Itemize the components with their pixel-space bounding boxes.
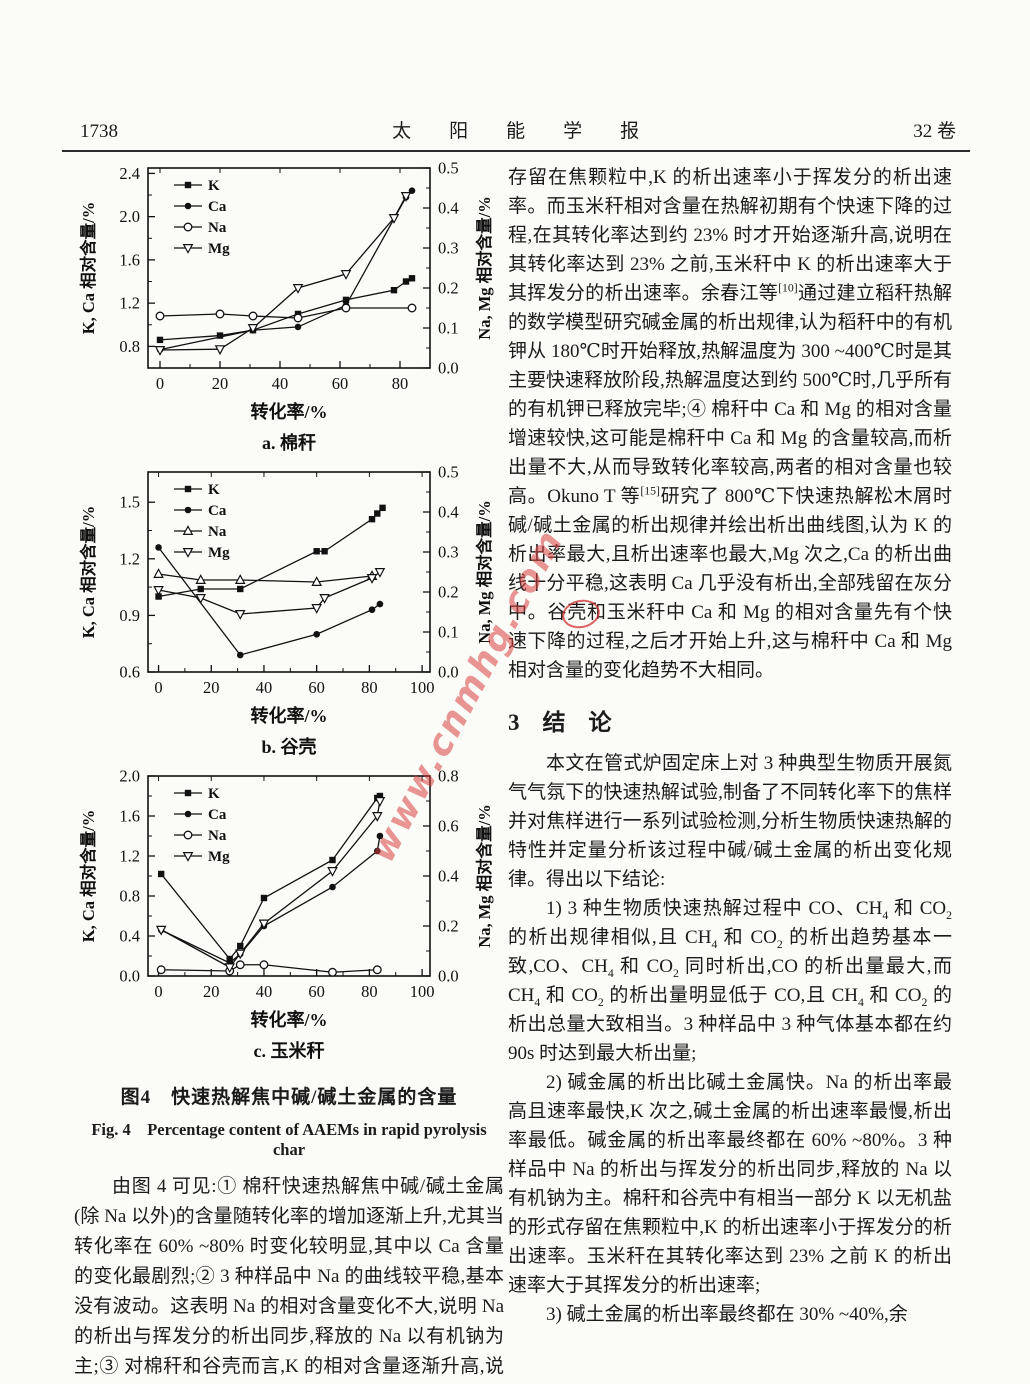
svg-text:Na, Mg 相对含量/%: Na, Mg 相对含量/% (474, 804, 494, 947)
svg-text:0.9: 0.9 (119, 606, 140, 625)
svg-text:K: K (208, 786, 220, 802)
figure-caption-en: Fig. 4 Percentage content of AAEMs in ra… (91, 1120, 487, 1159)
svg-text:Mg: Mg (208, 545, 230, 561)
volume-label: 32 卷 (913, 121, 956, 142)
right-column: 存留在焦颗粒中,K 的析出速率小于挥发分的析出速率。而玉米秆相对含量在热解初期有… (508, 163, 952, 1329)
svg-text:Ca: Ca (208, 807, 227, 823)
journal-title: 太 阳 能 学 报 (392, 121, 640, 142)
conclusion-item-1: 1) 3 种生物质快速热解过程中 CO、CH4 和 CO2 的析出规律相似,且 … (508, 898, 952, 1064)
svg-text:60: 60 (332, 374, 349, 393)
svg-text:0: 0 (154, 678, 162, 697)
svg-text:转化率/%: 转化率/% (250, 401, 327, 422)
svg-text:0.6: 0.6 (119, 663, 140, 682)
svg-text:Ca: Ca (208, 503, 227, 519)
svg-text:80: 80 (361, 982, 378, 1001)
svg-text:1.2: 1.2 (119, 549, 140, 568)
header-rule (62, 150, 970, 152)
svg-text:K: K (208, 482, 220, 498)
body-paragraph-left: 由图 4 可见:① 棉秆快速热解焦中碱/碱土金属(除 Na 以外)的含量随转化率… (74, 1176, 504, 1377)
svg-text:Na: Na (208, 828, 227, 844)
svg-text:Mg: Mg (208, 849, 230, 865)
svg-text:0.4: 0.4 (438, 867, 459, 886)
svg-text:a. 棉秆: a. 棉秆 (262, 432, 316, 453)
svg-text:0: 0 (154, 982, 162, 1001)
conclusion-item-3: 3) 碱土金属的析出率最终都在 30% ~40%,余 (546, 1304, 908, 1325)
svg-text:0.1: 0.1 (438, 623, 459, 642)
svg-text:60: 60 (308, 678, 325, 697)
svg-text:2.4: 2.4 (119, 164, 140, 183)
svg-text:0.6: 0.6 (438, 817, 459, 836)
svg-text:1.6: 1.6 (119, 250, 140, 269)
page-header: 1738 太 阳 能 学 报 32 卷 (80, 116, 956, 143)
svg-text:20: 20 (203, 678, 220, 697)
svg-text:0.2: 0.2 (438, 917, 459, 936)
svg-text:40: 40 (256, 678, 273, 697)
svg-text:0.0: 0.0 (438, 967, 459, 986)
body-paragraph-continuation: 存留在焦颗粒中,K 的析出速率小于挥发分的析出速率。而玉米秆相对含量在热解初期有… (508, 167, 953, 681)
figure-caption-zh: 图4 快速热解焦中碱/碱土金属的含量 (120, 1087, 458, 1108)
svg-text:2.0: 2.0 (119, 207, 140, 226)
svg-text:0.4: 0.4 (438, 503, 459, 522)
svg-text:2.0: 2.0 (119, 767, 140, 786)
svg-text:1.2: 1.2 (119, 847, 140, 866)
svg-text:Na, Mg 相对含量/%: Na, Mg 相对含量/% (474, 500, 494, 643)
svg-text:1.5: 1.5 (119, 493, 140, 512)
chart-cotton-stalk: 0 20 40 60 80 0.8 1.2 1.6 2.0 2.4 0.0 0.1 0.2 0.3 0.4 0… (74, 158, 498, 462)
svg-text:0.3: 0.3 (438, 543, 459, 562)
svg-text:K, Ca 相对含量/%: K, Ca 相对含量/% (78, 202, 98, 334)
svg-text:c. 玉米秆: c. 玉米秆 (254, 1040, 325, 1061)
conclusion-intro: 本文在管式炉固定床上对 3 种典型生物质开展氮气气氛下的快速热解试验,制备了不同… (508, 753, 952, 890)
svg-text:K, Ca 相对含量/%: K, Ca 相对含量/% (78, 506, 98, 638)
svg-text:K, Ca 相对含量/%: K, Ca 相对含量/% (78, 810, 98, 942)
svg-text:0: 0 (156, 374, 164, 393)
svg-text:20: 20 (203, 982, 220, 1001)
svg-text:0.8: 0.8 (119, 337, 140, 356)
page-number: 1738 (80, 121, 118, 142)
svg-text:转化率/%: 转化率/% (250, 705, 327, 726)
svg-text:0.5: 0.5 (438, 159, 459, 178)
svg-text:1.6: 1.6 (119, 807, 140, 826)
svg-text:0.8: 0.8 (438, 767, 459, 786)
svg-text:1.2: 1.2 (119, 294, 140, 313)
conclusion-item-2: 2) 碱金属的析出比碱土金属快。Na 的析出率最高且速率最快,K 次之,碱土金属… (508, 1072, 952, 1296)
svg-text:Ca: Ca (208, 199, 227, 215)
svg-text:转化率/%: 转化率/% (250, 1009, 327, 1030)
svg-text:0.0: 0.0 (119, 967, 140, 986)
svg-text:b. 谷壳: b. 谷壳 (261, 736, 316, 757)
svg-text:40: 40 (256, 982, 273, 1001)
svg-text:60: 60 (308, 982, 325, 1001)
svg-text:0.3: 0.3 (438, 239, 459, 258)
svg-text:0.0: 0.0 (438, 359, 459, 378)
svg-text:Na: Na (208, 220, 227, 236)
svg-text:0.2: 0.2 (438, 279, 459, 298)
svg-text:Na: Na (208, 524, 227, 540)
svg-text:40: 40 (272, 374, 289, 393)
svg-text:0.0: 0.0 (438, 663, 459, 682)
chart-corn-stalk: 0 20 40 60 80 100 0.0 0.4 0.8 1.2 1.6 2.0 0.0 0.2 0.4 0… (74, 766, 498, 1070)
left-column: 0 20 40 60 80 0.8 1.2 1.6 2.0 2.4 0.0 0.1 0.2 0.3 0.4 0… (74, 158, 504, 1384)
svg-text:0.4: 0.4 (438, 199, 459, 218)
svg-text:0.8: 0.8 (119, 887, 140, 906)
svg-text:0.1: 0.1 (438, 319, 459, 338)
svg-text:K: K (208, 178, 220, 194)
svg-text:100: 100 (410, 678, 435, 697)
svg-text:0.4: 0.4 (119, 927, 140, 946)
svg-text:80: 80 (361, 678, 378, 697)
svg-text:0.2: 0.2 (438, 583, 459, 602)
svg-text:20: 20 (212, 374, 229, 393)
chart-rice-husk: 0 20 40 60 80 100 0.6 0.9 1.2 1.5 0.0 0.1 0.2 0.3 0.4 0… (74, 462, 498, 766)
svg-text:0.5: 0.5 (438, 463, 459, 482)
svg-text:Mg: Mg (208, 241, 230, 257)
section-heading-conclusions: 3 结 论 (508, 710, 612, 735)
svg-text:Na, Mg 相对含量/%: Na, Mg 相对含量/% (474, 196, 494, 339)
svg-text:100: 100 (410, 982, 435, 1001)
svg-text:80: 80 (392, 374, 409, 393)
